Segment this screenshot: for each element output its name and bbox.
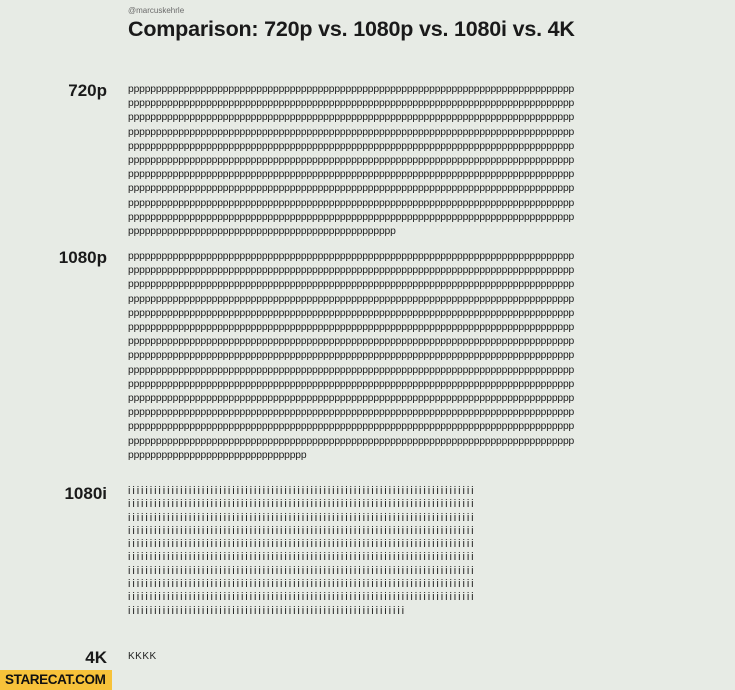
label-1080i: 1080i (64, 484, 107, 503)
label-720p: 720p (68, 81, 107, 100)
block-720p: pppppppppppppppppppppppppppppppppppppppp… (128, 84, 575, 238)
block-1080i: iiiiiiiiiiiiiiiiiiiiiiiiiiiiiiiiiiiiiiii… (128, 485, 476, 617)
block-4k: KKKK (128, 651, 157, 662)
page-title: Comparison: 720p vs. 1080p vs. 1080i vs.… (128, 17, 575, 41)
label-4k: 4K (85, 648, 107, 667)
block-1080p: pppppppppppppppppppppppppppppppppppppppp… (128, 251, 575, 461)
watermark: STARECAT.COM (0, 670, 113, 690)
label-1080p: 1080p (58, 248, 107, 267)
handle: @marcuskehrle (128, 6, 185, 15)
